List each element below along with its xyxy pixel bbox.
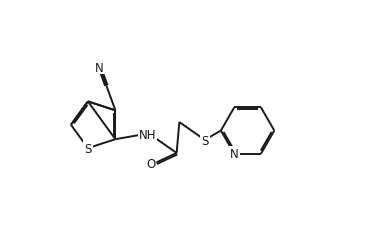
Text: S: S [201, 134, 208, 147]
Text: NH: NH [139, 128, 156, 141]
Text: S: S [84, 142, 92, 155]
Text: O: O [146, 157, 155, 170]
Text: N: N [230, 147, 238, 161]
Text: N: N [95, 62, 104, 74]
